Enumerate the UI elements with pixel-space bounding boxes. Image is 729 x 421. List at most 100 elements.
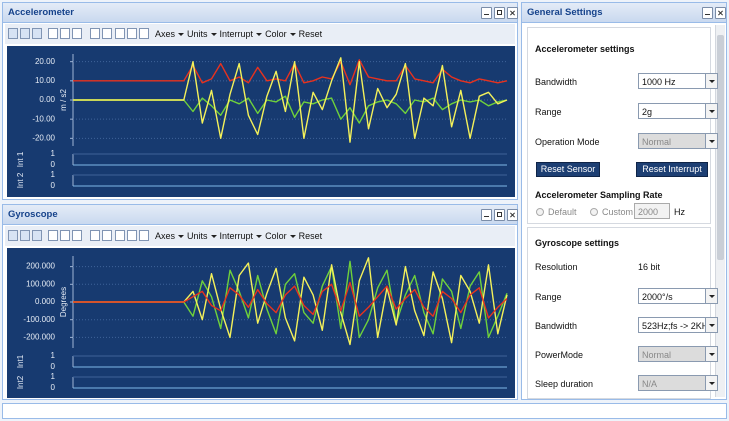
toolbar-icon[interactable] [115, 28, 125, 39]
y-tick-label: 200.000 [26, 262, 55, 271]
input-value: 2000 [638, 207, 659, 217]
lane-tick-label: 0 [51, 362, 56, 371]
dropdown[interactable]: 2000°/s [638, 288, 718, 304]
reset-sensor-button[interactable]: Reset Sensor [536, 162, 600, 177]
toolbar-menu[interactable]: Interrupt [219, 29, 254, 39]
lane-tick-label: 0 [51, 181, 56, 190]
menu-caret [289, 235, 296, 238]
toolbar-icon[interactable] [20, 28, 30, 39]
unit-label: Hz [674, 207, 685, 217]
lane-tick-label: 1 [51, 372, 56, 381]
dropdown: Normal [638, 133, 718, 149]
field-label: Operation Mode [535, 137, 600, 147]
radio-label: Custom [602, 207, 634, 217]
toolbar-icon[interactable] [8, 28, 18, 39]
y-axis-label: m / s2 [59, 89, 68, 111]
toolbar-icon[interactable] [60, 230, 70, 241]
toolbar-icon[interactable] [32, 230, 42, 241]
toolbar-menu[interactable]: Color [265, 29, 287, 39]
toolbar-icon[interactable] [20, 230, 30, 241]
custom-rate-input[interactable]: 2000 [634, 203, 670, 219]
scroll-thumb[interactable] [717, 35, 724, 260]
dropdown-value: N/A [642, 379, 658, 389]
field-label: Bandwidth [535, 77, 578, 87]
radio-custom[interactable] [590, 208, 598, 216]
y-tick-label: -100.000 [23, 315, 55, 324]
maximize-button[interactable] [494, 209, 505, 221]
lane-label: Int2 [16, 375, 25, 389]
lane-tick-label: 1 [51, 149, 56, 158]
toolbar-menu[interactable]: Axes [155, 231, 176, 241]
dropdown-arrow [705, 134, 717, 148]
dropdown-arrow[interactable] [705, 289, 717, 303]
lane-label: Int1 [16, 354, 25, 368]
minimize-button[interactable] [481, 7, 492, 19]
toolbar-icon[interactable] [48, 28, 58, 39]
y-tick-label: -10.00 [32, 114, 55, 123]
menu-caret [178, 33, 185, 36]
toolbar-icon[interactable] [90, 28, 100, 39]
field-label: Range [535, 292, 562, 302]
lane-tick-label: 1 [51, 170, 56, 179]
reset-interrupt-button[interactable]: Reset Interrupt [636, 162, 708, 177]
toolbar-icon[interactable] [102, 230, 112, 241]
scrollbar[interactable] [715, 25, 725, 397]
panel-title: Accelerometer [8, 7, 75, 18]
toolbar-icon[interactable] [127, 230, 137, 241]
panel-header: General Settings [522, 3, 726, 23]
toolbar-menu[interactable]: Units [187, 231, 208, 241]
toolbar-icon[interactable] [139, 28, 149, 39]
section-heading: Gyroscope settings [535, 238, 620, 248]
panel-title: Gyroscope [8, 209, 58, 220]
toolbar-icon[interactable] [127, 28, 137, 39]
dropdown-value: 2g [642, 107, 653, 117]
field-label: Bandwidth [535, 321, 578, 331]
lane-tick-label: 0 [51, 383, 56, 392]
toolbar-icon[interactable] [60, 28, 70, 39]
dropdown-arrow[interactable] [705, 318, 717, 332]
toolbar-icon[interactable] [90, 230, 100, 241]
section-heading: Accelerometer Sampling Rate [535, 190, 663, 200]
field-value: 16 bit [638, 262, 661, 272]
settings-panel: General Settings Accelerometer settings … [521, 2, 727, 400]
toolbar-icon[interactable] [139, 230, 149, 241]
toolbar-icon[interactable] [8, 230, 18, 241]
lane-tick-label: 0 [51, 160, 56, 169]
toolbar-menu[interactable]: Axes [155, 29, 176, 39]
toolbar-icon[interactable] [115, 230, 125, 241]
maximize-button[interactable] [494, 7, 505, 19]
close-button[interactable] [507, 7, 518, 19]
toolbar-icon[interactable] [102, 28, 112, 39]
dropdown-value: 2000°/s [642, 292, 673, 302]
series-line [73, 59, 508, 86]
minimize-button[interactable] [481, 209, 492, 221]
dropdown-value: Normal [642, 350, 672, 360]
toolbar-menu[interactable]: Reset [298, 231, 323, 241]
series-line [73, 281, 508, 319]
status-bar [2, 403, 727, 419]
toolbar-menu[interactable]: Color [265, 231, 287, 241]
radio-label: Default [548, 207, 577, 217]
dropdown-arrow[interactable] [705, 104, 717, 118]
close-button[interactable] [715, 7, 726, 19]
dropdown-arrow[interactable] [705, 74, 717, 88]
toolbar-menu[interactable]: Units [187, 29, 208, 39]
toolbar-icon[interactable] [72, 28, 82, 39]
toolbar-menu[interactable]: Reset [298, 29, 323, 39]
panel-title: General Settings [527, 7, 603, 18]
radio-default[interactable] [536, 208, 544, 216]
toolbar-icon[interactable] [32, 28, 42, 39]
dropdown[interactable]: 523Hz;fs -> 2KHz [638, 317, 718, 333]
dropdown-value: Normal [642, 137, 672, 147]
toolbar-icon[interactable] [72, 230, 82, 241]
dropdown[interactable]: 2g [638, 103, 718, 119]
field-label: Range [535, 107, 562, 117]
dropdown[interactable]: 1000 Hz [638, 73, 718, 89]
close-button[interactable] [507, 209, 518, 221]
toolbar-menu[interactable]: Interrupt [219, 231, 254, 241]
panel-header: Gyroscope [3, 205, 518, 225]
dropdown-arrow [705, 376, 717, 390]
minimize-button[interactable] [702, 7, 713, 19]
toolbar-icon[interactable] [48, 230, 58, 241]
